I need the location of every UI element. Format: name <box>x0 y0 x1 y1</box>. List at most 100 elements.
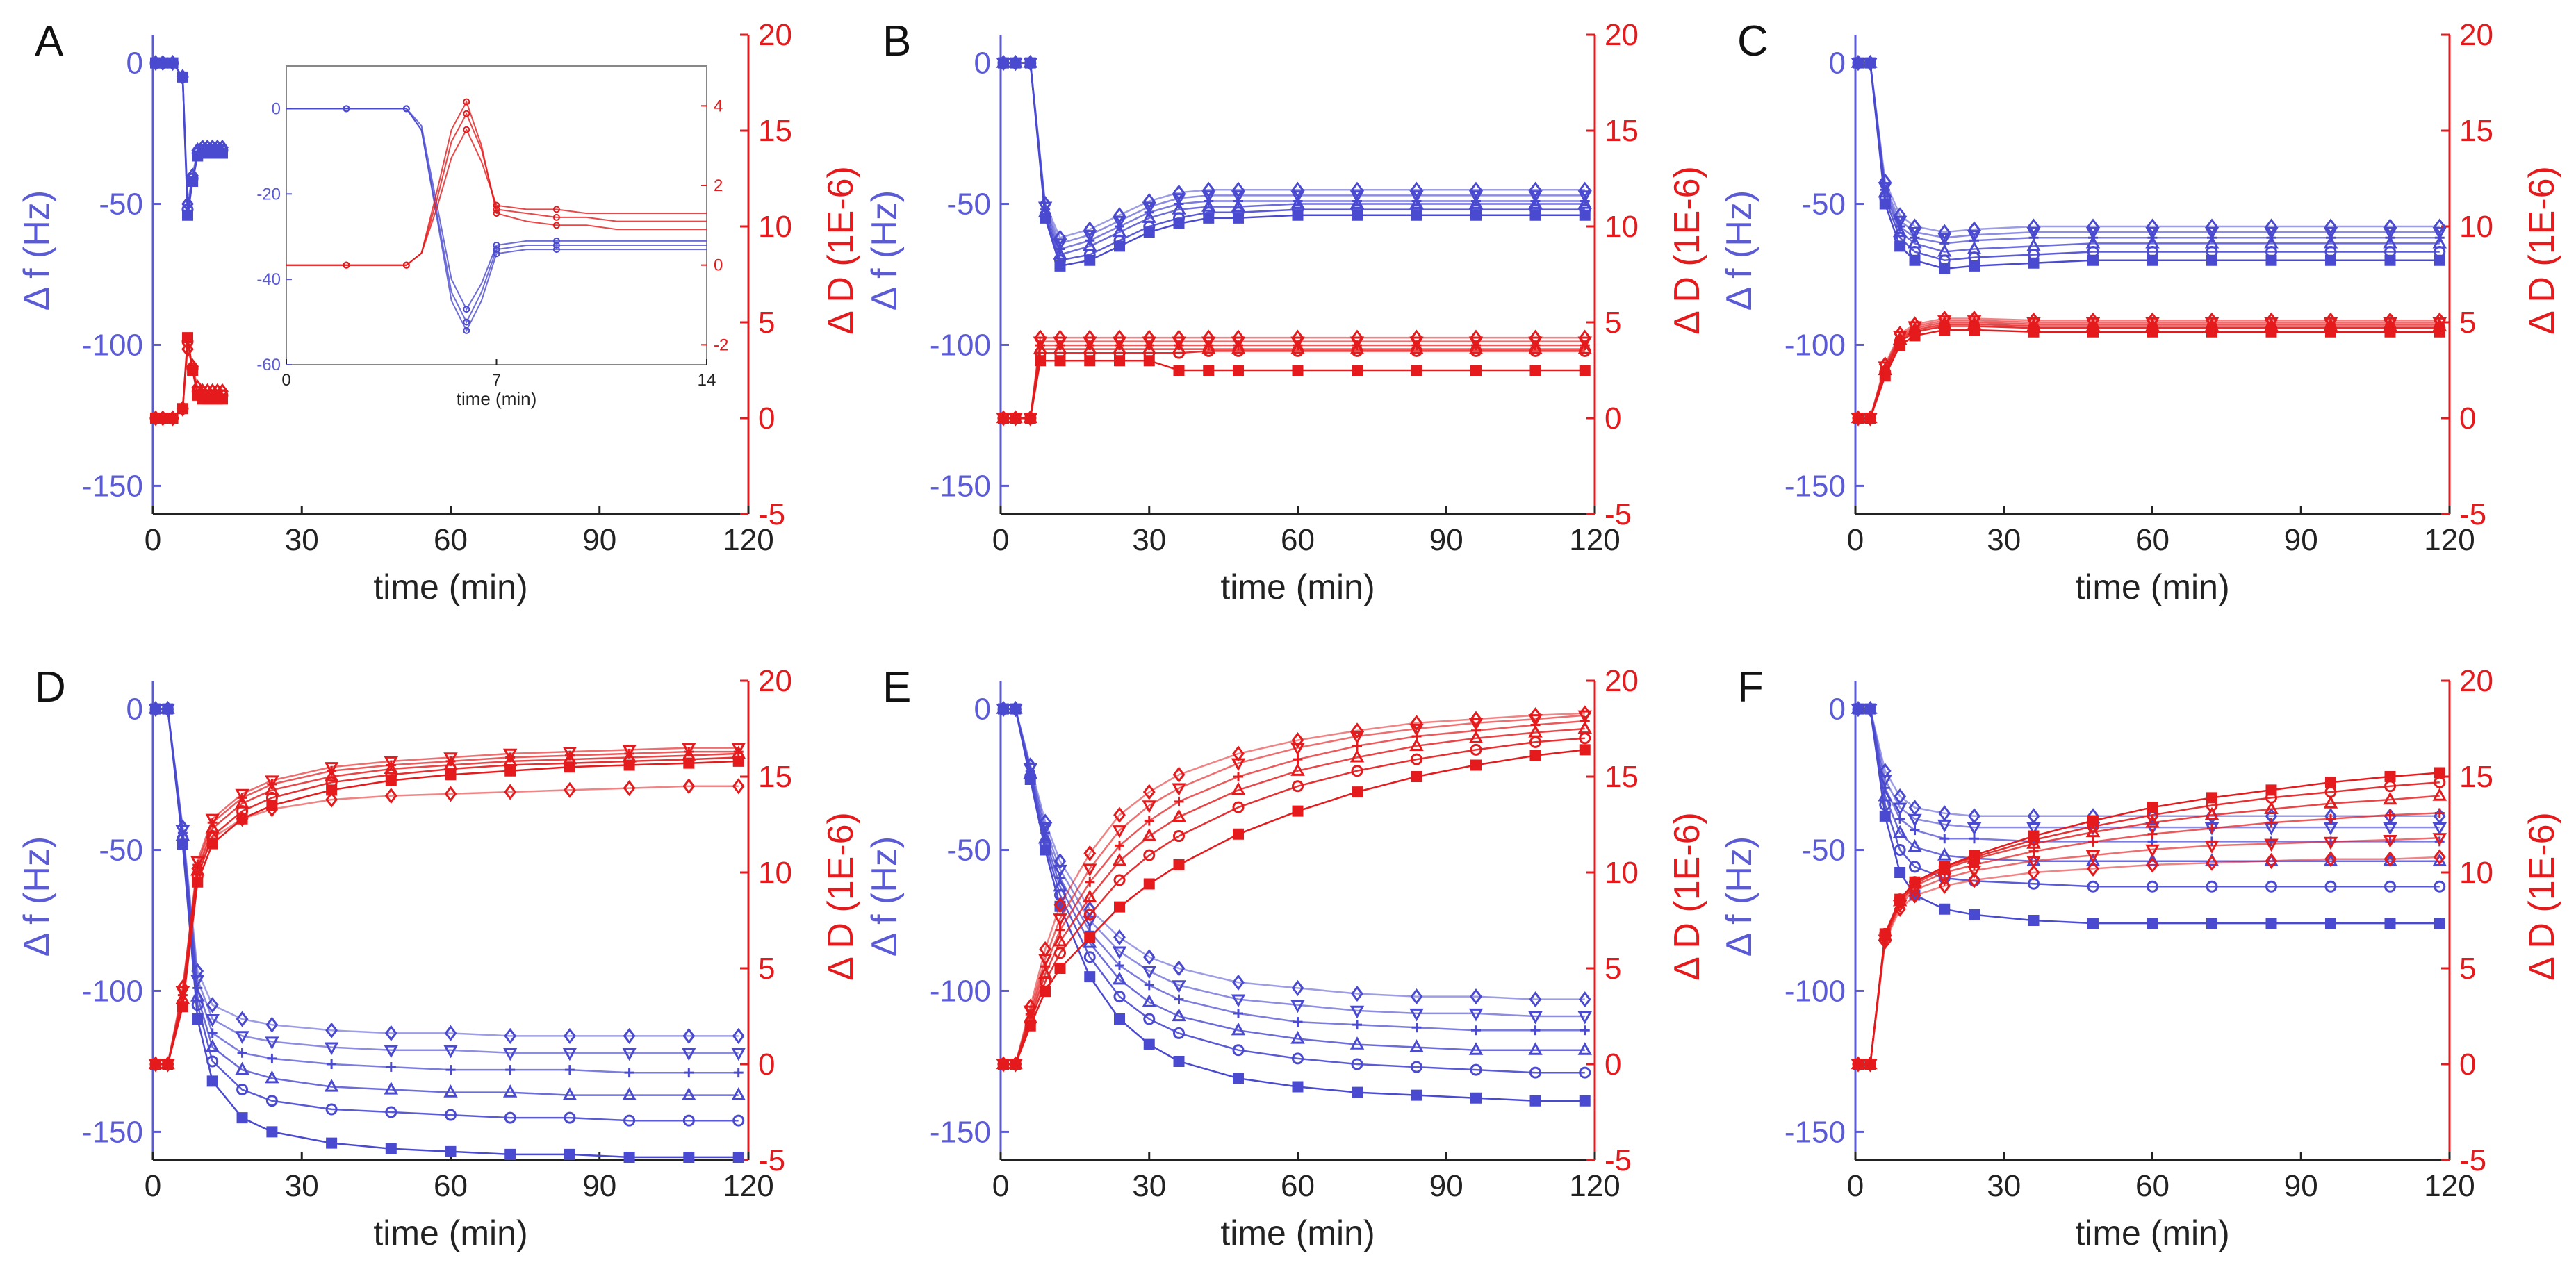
diss-data-point <box>1172 341 1186 354</box>
freq-data-point <box>2085 853 2101 866</box>
diss-data-point <box>564 781 576 798</box>
freq-data-point <box>1578 991 1591 1008</box>
freq-data-point <box>996 704 1011 718</box>
inset-freq-point <box>463 318 470 326</box>
freq-data-point <box>1142 201 1156 215</box>
diss-data-point <box>1008 1059 1023 1073</box>
diss-data-point <box>2264 838 2279 852</box>
freq-data-point <box>1968 221 1980 238</box>
freq-data-point <box>2324 880 2337 893</box>
freq-series-line <box>1001 708 1585 1051</box>
diss-data-point <box>2207 823 2217 834</box>
freq-data-point <box>1967 230 1982 243</box>
freq-data-point <box>161 701 174 718</box>
diss-data-point <box>1349 731 1365 745</box>
freq-data-point <box>682 1114 695 1127</box>
freq-data-point <box>267 1053 277 1063</box>
diss-series-line <box>1001 720 1585 1066</box>
freq-data-point <box>1908 800 1921 816</box>
inset-x-axis-label: time (min) <box>457 388 537 409</box>
diss-data-point <box>1578 329 1591 346</box>
diss-data-point <box>1468 730 1484 743</box>
freq-data-point <box>444 1025 457 1041</box>
diss-data-point <box>1470 759 1482 771</box>
freq-data-point <box>564 1111 576 1124</box>
diss-data-point <box>1112 341 1127 354</box>
diss-data-point <box>1878 356 1892 373</box>
x-tick-label: 90 <box>1429 1169 1463 1203</box>
inset-left-tick-label: -40 <box>256 270 281 289</box>
right-tick-label: 5 <box>758 952 775 986</box>
left-tick-label: -100 <box>930 974 991 1008</box>
left-tick-label: -150 <box>1785 1115 1846 1149</box>
diss-data-point <box>186 358 199 375</box>
diss-data-point <box>2265 852 2278 870</box>
freq-data-point <box>445 1065 456 1075</box>
freq-data-point <box>1470 1063 1482 1076</box>
freq-data-point <box>1349 1036 1365 1050</box>
freq-data-point <box>1112 946 1127 960</box>
diss-data-point <box>2433 312 2446 329</box>
freq-data-point <box>190 975 205 988</box>
x-tick-label: 90 <box>2284 1169 2318 1203</box>
right-tick-label: 10 <box>758 856 792 890</box>
x-tick-label: 90 <box>582 1169 616 1203</box>
freq-data-point <box>2432 227 2447 240</box>
diss-data-point <box>265 775 279 789</box>
freq-data-point <box>997 701 1010 718</box>
diss-data-point <box>2266 818 2276 828</box>
diss-data-point <box>236 805 249 818</box>
freq-data-point <box>1083 221 1097 238</box>
right-tick-label: 20 <box>2459 664 2493 698</box>
freq-data-point <box>1863 58 1878 72</box>
freq-data-point <box>1409 190 1424 204</box>
x-tick-label: 30 <box>1987 523 2021 557</box>
diss-data-point <box>1172 329 1186 346</box>
diss-data-point <box>2204 806 2220 820</box>
freq-data-point <box>2147 918 2158 929</box>
freq-data-point <box>384 1045 399 1059</box>
diss-data-point <box>622 745 637 758</box>
freq-data-point <box>682 1027 696 1044</box>
diss-series-line <box>1855 317 2440 420</box>
x-tick-label: 90 <box>2284 523 2318 557</box>
diss-data-point <box>1863 413 1878 427</box>
diss-data-point <box>1967 866 1982 879</box>
diss-data-point <box>1937 873 1952 886</box>
diss-data-point <box>1864 1056 1877 1073</box>
y-axis-right-label: Δ D (1E-6) <box>821 812 861 981</box>
diss-data-point <box>1142 828 1156 841</box>
diss-data-point <box>2087 860 2099 877</box>
diss-data-point <box>1112 825 1127 838</box>
inset-freq-point <box>463 326 470 334</box>
freq-data-point <box>1114 1013 1125 1025</box>
freq-data-point <box>1291 181 1304 198</box>
diss-data-point <box>2028 846 2039 856</box>
freq-data-point <box>191 963 204 979</box>
diss-data-point <box>216 383 229 399</box>
diss-data-point <box>1851 1059 1866 1073</box>
diss-data-point <box>1529 329 1542 346</box>
y-axis-right-label: Δ D (1E-6) <box>821 166 861 335</box>
diss-data-point <box>1290 341 1305 354</box>
diss-data-point <box>384 756 399 770</box>
diss-data-point <box>1470 365 1482 376</box>
inset-freq-point <box>463 306 470 313</box>
diss-series-line <box>1001 727 1585 1066</box>
diss-data-point <box>2434 776 2446 788</box>
diss-data-point <box>384 788 397 804</box>
freq-data-point <box>2027 808 2040 825</box>
freq-series-line <box>1855 62 2440 239</box>
freq-data-point <box>1113 207 1126 224</box>
freq-data-point <box>2383 235 2397 249</box>
freq-data-point <box>445 1145 457 1157</box>
freq-data-point <box>1409 196 1424 209</box>
freq-data-point <box>1231 190 1246 204</box>
freq-data-point <box>2147 880 2158 893</box>
freq-data-point <box>1053 247 1067 260</box>
x-tick-label: 30 <box>285 523 319 557</box>
diss-data-point <box>181 336 194 348</box>
freq-data-point <box>2085 235 2101 249</box>
freq-data-point <box>1939 903 1951 915</box>
freq-data-point <box>1908 227 1922 240</box>
